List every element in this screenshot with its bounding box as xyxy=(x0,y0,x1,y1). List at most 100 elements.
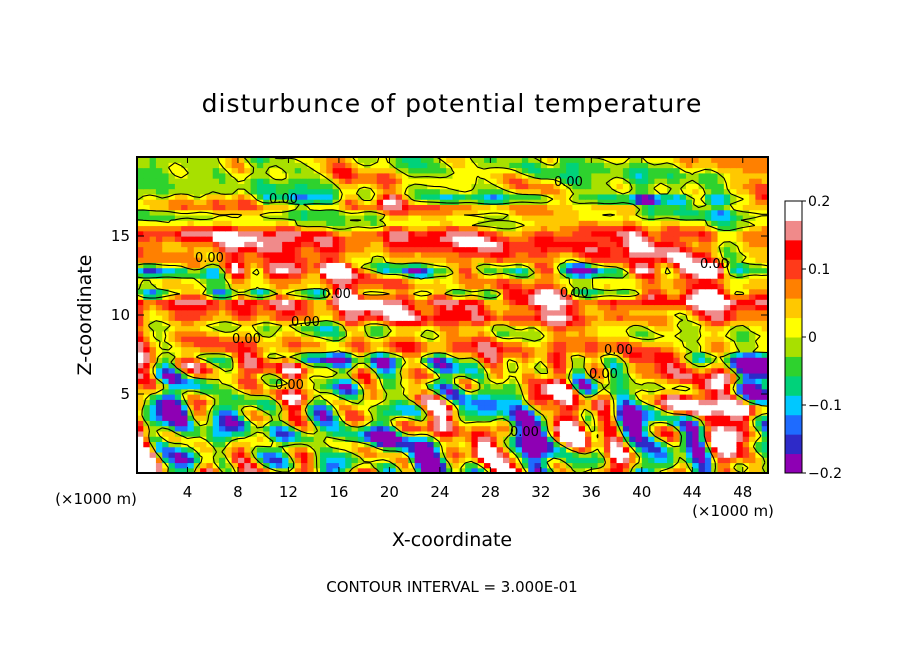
field-cell xyxy=(761,446,768,453)
field-cell xyxy=(181,457,189,464)
field-cell xyxy=(477,241,485,248)
field-cell xyxy=(155,225,163,232)
field-cell xyxy=(282,409,290,416)
field-cell xyxy=(225,446,233,453)
field-cell xyxy=(408,220,416,227)
field-cell xyxy=(534,436,542,442)
field-cell xyxy=(578,309,586,316)
field-cell xyxy=(439,230,447,237)
field-cell xyxy=(465,214,473,221)
field-cell xyxy=(534,346,542,353)
field-cell xyxy=(742,283,750,290)
field-cell xyxy=(433,267,441,274)
field-cell xyxy=(427,378,435,385)
field-cell xyxy=(749,272,756,279)
field-cell xyxy=(137,315,144,321)
field-cell xyxy=(698,262,706,269)
field-cell xyxy=(673,283,681,290)
field-cell xyxy=(452,325,460,332)
field-cell xyxy=(648,220,656,227)
field-cell xyxy=(149,346,157,353)
field-cell xyxy=(168,346,176,353)
field-cell xyxy=(761,220,768,227)
field-cell xyxy=(578,225,586,232)
field-cell xyxy=(616,309,624,316)
field-cell xyxy=(408,409,416,416)
field-cell xyxy=(219,457,226,464)
field-cell xyxy=(244,267,252,274)
field-cell xyxy=(528,304,536,311)
field-cell xyxy=(603,320,611,327)
field-cell xyxy=(540,457,548,464)
field-cell xyxy=(206,304,214,311)
field-cell xyxy=(654,420,662,427)
field-cell xyxy=(547,388,555,395)
field-cell xyxy=(376,315,384,321)
field-cell xyxy=(168,399,176,406)
field-cell xyxy=(332,325,340,332)
field-cell xyxy=(376,272,384,279)
field-cell xyxy=(414,251,422,258)
field-cell xyxy=(648,399,656,406)
field-cell xyxy=(162,420,170,427)
field-cell xyxy=(275,425,283,432)
field-cell xyxy=(149,388,157,395)
field-cell xyxy=(679,362,687,369)
field-cell xyxy=(427,394,435,400)
field-cell xyxy=(515,283,523,290)
field-cell xyxy=(534,267,542,274)
field-cell xyxy=(704,225,712,232)
field-cell xyxy=(174,225,182,232)
field-cell xyxy=(673,315,681,321)
field-cell xyxy=(301,346,308,353)
field-cell xyxy=(351,309,359,316)
field-cell xyxy=(591,430,599,437)
field-cell xyxy=(521,341,529,348)
field-cell xyxy=(704,388,712,395)
field-cell xyxy=(528,451,536,458)
field-cell xyxy=(698,346,706,353)
field-cell xyxy=(446,241,454,248)
field-cell xyxy=(301,230,308,237)
field-cell xyxy=(667,225,674,232)
field-cell xyxy=(496,272,504,279)
field-cell xyxy=(364,430,372,437)
field-cell xyxy=(338,346,346,353)
field-cell xyxy=(149,267,157,274)
field-cell xyxy=(629,430,637,437)
field-cell xyxy=(685,278,693,284)
field-cell xyxy=(698,441,706,448)
field-cell xyxy=(193,336,201,342)
field-cell xyxy=(603,241,611,248)
field-cell xyxy=(370,383,378,390)
field-cell xyxy=(206,351,214,358)
field-cell xyxy=(704,451,712,458)
field-cell xyxy=(515,225,523,232)
field-cell xyxy=(155,362,163,369)
field-cell xyxy=(635,430,643,437)
field-cell xyxy=(433,388,441,395)
field-cell xyxy=(749,462,756,469)
field-cell xyxy=(458,304,466,311)
field-cell xyxy=(521,425,529,432)
field-cell xyxy=(629,336,637,342)
field-cell xyxy=(155,415,163,421)
field-cell xyxy=(704,383,712,390)
field-cell xyxy=(351,341,359,348)
field-cell xyxy=(326,341,334,348)
field-cell xyxy=(250,272,258,279)
field-cell xyxy=(521,362,529,369)
field-cell xyxy=(679,293,687,300)
field-cell xyxy=(509,278,517,284)
field-cell xyxy=(174,451,182,458)
field-cell xyxy=(301,241,308,248)
field-cell xyxy=(155,325,163,332)
field-cell xyxy=(622,220,630,227)
field-cell xyxy=(307,388,315,395)
field-cell xyxy=(641,357,649,363)
field-cell xyxy=(408,293,416,300)
field-cell xyxy=(496,283,504,290)
field-cell xyxy=(319,383,327,390)
field-cell xyxy=(717,451,725,458)
field-cell xyxy=(427,367,435,374)
